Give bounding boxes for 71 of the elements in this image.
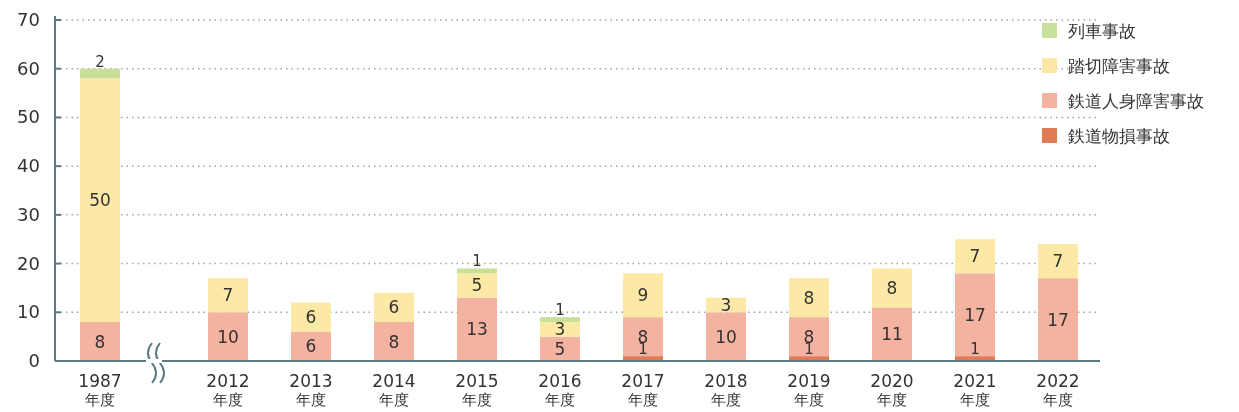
bar [623, 273, 663, 318]
y-tick-label: 50 [17, 106, 40, 128]
legend-label: 鉄道物損事故 [1068, 126, 1170, 146]
x-tick-label: 2021 年度 [953, 371, 997, 409]
y-tick-label: 20 [17, 252, 40, 274]
bar [291, 302, 331, 332]
data-label: 8 [803, 287, 815, 308]
data-label: 7 [1052, 251, 1064, 272]
data-label: 3 [554, 319, 566, 340]
data-label: 10 [217, 326, 239, 347]
data-label: 13 [466, 319, 488, 340]
data-label: 6 [388, 297, 400, 318]
x-tick-label: 2022 年度 [1036, 371, 1080, 409]
data-label: 17 [964, 304, 986, 325]
data-label: 50 [89, 190, 111, 211]
x-tick-label: 2020 年度 [870, 371, 914, 409]
bar [872, 268, 912, 308]
legend-label: 列車事故 [1068, 21, 1136, 41]
x-tick-label: 2012 年度 [206, 371, 250, 409]
bar [706, 312, 746, 361]
x-tick-label: 2018 年度 [704, 371, 748, 409]
x-tick-label: 2019 年度 [787, 371, 831, 409]
data-label: 1 [472, 252, 482, 271]
y-tick-label: 10 [17, 301, 40, 323]
data-label: 1 [555, 301, 565, 320]
data-label: 2 [95, 52, 105, 71]
data-label: 17 [1047, 309, 1069, 330]
data-label: 8 [886, 277, 898, 298]
bar [457, 273, 497, 298]
bar [208, 278, 248, 313]
x-tick-label: 2016 年度 [538, 371, 582, 409]
bar [872, 307, 912, 361]
legend-label: 鉄道人身障害事故 [1068, 91, 1204, 111]
bar [789, 317, 829, 357]
y-tick-label: 40 [17, 155, 40, 177]
data-label: 10 [715, 326, 737, 347]
data-label: 11 [881, 324, 903, 345]
bar [1038, 244, 1078, 279]
data-label: 7 [222, 285, 234, 306]
y-tick-label: 70 [17, 9, 40, 30]
data-label: 9 [637, 285, 649, 306]
x-tick-label: 2014 年度 [372, 371, 416, 409]
x-tick-label: 2013 年度 [289, 371, 333, 409]
y-tick-label: 0 [28, 350, 40, 371]
bar [208, 312, 248, 361]
bar [540, 322, 580, 337]
bar [540, 317, 580, 323]
data-label: 6 [305, 336, 317, 357]
bar [457, 268, 497, 274]
data-label: 7 [969, 246, 981, 267]
x-tick-label: 1987 年度 [78, 371, 122, 409]
bar [457, 297, 497, 361]
bar [623, 317, 663, 357]
x-tick-label: 2017 年度 [621, 371, 665, 409]
data-label: 6 [305, 307, 317, 328]
data-label: 5 [471, 275, 483, 296]
y-tick-label: 30 [17, 203, 40, 225]
x-tick-label: 2015 年度 [455, 371, 499, 409]
bar [955, 273, 995, 357]
data-label: 1 [970, 340, 980, 359]
data-label: 5 [554, 338, 566, 359]
y-tick-label: 60 [17, 57, 40, 79]
data-label: 8 [388, 331, 400, 352]
bar [789, 278, 829, 318]
bar [374, 292, 414, 323]
data-label: 3 [720, 294, 732, 315]
data-label: 8 [94, 331, 106, 352]
bar [955, 239, 995, 274]
bar [1038, 278, 1078, 361]
bar [374, 322, 414, 361]
legend-label: 踏切障害事故 [1068, 56, 1170, 76]
